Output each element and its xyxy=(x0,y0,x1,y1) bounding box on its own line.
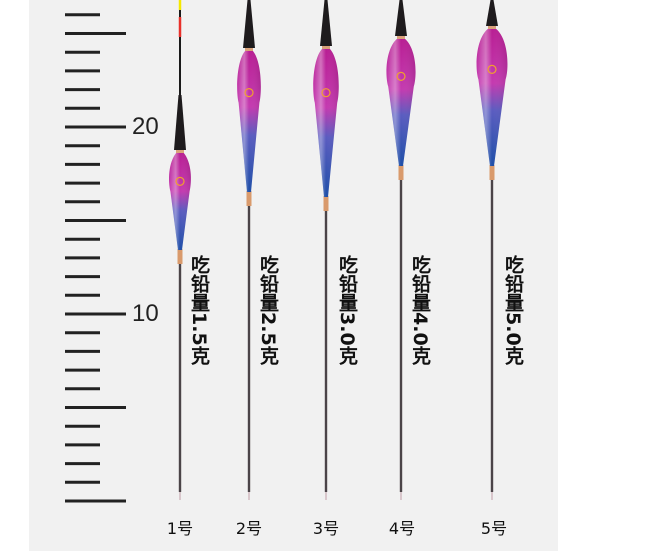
float-3-load-label: 吃铅量3.0克 xyxy=(336,255,358,365)
float-4-number: 4号 xyxy=(388,519,416,538)
ruler-label-20: 20 xyxy=(132,113,159,140)
float-3-number: 3号 xyxy=(312,519,340,538)
float-1-number: 1号 xyxy=(166,519,194,538)
float-copper-ring xyxy=(323,196,329,211)
float-body-shine xyxy=(169,152,191,250)
float-2-number: 2号 xyxy=(235,519,263,538)
float-2-load-label: 吃铅量2.5克 xyxy=(257,255,279,365)
ruler-label-10: 10 xyxy=(132,300,159,327)
float-logo-icon xyxy=(244,87,254,98)
float-logo-icon xyxy=(175,176,185,186)
float-body-shine xyxy=(313,48,339,197)
ruler xyxy=(65,13,126,503)
floats xyxy=(169,0,508,500)
float-2 xyxy=(237,0,261,500)
float-copper-ring xyxy=(246,191,252,206)
float-collar xyxy=(397,36,405,39)
float-1-load-label: 吃铅量1.5克 xyxy=(188,255,210,365)
float-copper-ring xyxy=(489,165,495,180)
float-body-shine xyxy=(476,28,508,166)
float-copper-ring xyxy=(177,249,183,264)
float-body-shine xyxy=(237,50,261,192)
float-4 xyxy=(386,0,416,500)
float-cone xyxy=(174,95,186,150)
float-body-shine xyxy=(386,38,416,166)
float-collar xyxy=(322,46,330,49)
float-cone xyxy=(320,0,332,46)
float-cone xyxy=(243,0,255,48)
float-logo-icon xyxy=(396,71,406,82)
float-copper-ring xyxy=(398,165,404,180)
background-panel xyxy=(29,0,558,551)
float-cone xyxy=(395,0,407,36)
float-1 xyxy=(169,0,191,500)
float-4-load-label: 吃铅量4.0克 xyxy=(409,255,431,365)
float-5-load-label: 吃铅量5.0克 xyxy=(502,255,524,365)
float-3 xyxy=(313,0,339,500)
float-5 xyxy=(476,0,508,500)
float-logo-icon xyxy=(487,64,497,75)
float-5-number: 5号 xyxy=(480,519,508,538)
float-collar xyxy=(176,150,184,153)
float-collar xyxy=(245,48,253,51)
float-collar xyxy=(488,26,496,29)
float-cone xyxy=(486,0,498,26)
float-logo-icon xyxy=(321,88,331,98)
